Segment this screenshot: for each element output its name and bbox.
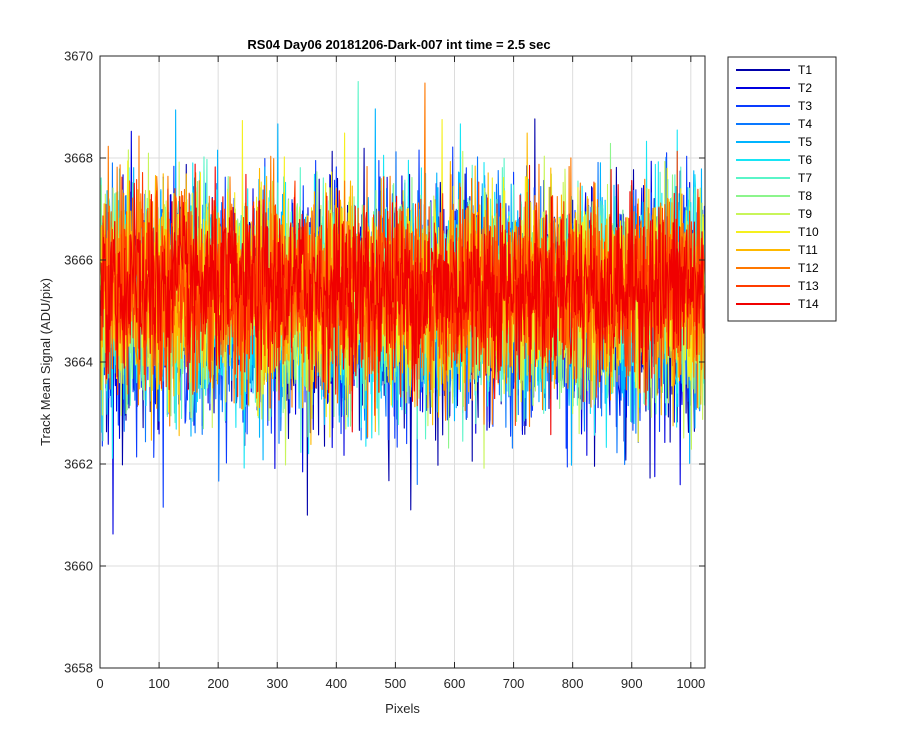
legend: T1 T2 T3 T4 T5 T6 T7 T8 T9 T10 T11 T12 T13 T14	[727, 56, 837, 322]
x-tick-label: 400	[325, 676, 347, 691]
x-tick-label: 900	[621, 676, 643, 691]
legend-label-t5: T5	[798, 135, 812, 149]
x-tick-label: 0	[96, 676, 103, 691]
y-tick-label: 3662	[64, 457, 93, 472]
legend-label-t14: T14	[798, 297, 819, 311]
x-tick-label: 200	[207, 676, 229, 691]
y-tick-label: 3666	[64, 253, 93, 268]
x-tick-label: 300	[266, 676, 288, 691]
legend-label-t9: T9	[798, 207, 812, 221]
legend-label-t3: T3	[798, 99, 812, 113]
legend-box	[727, 56, 837, 322]
x-tick-label: 600	[444, 676, 466, 691]
legend-label-t7: T7	[798, 171, 812, 185]
axis-ticks: 0 100 200 300 400 500 600 700 800 900 1000 3658 3660…	[64, 49, 705, 692]
x-axis-label: Pixels	[385, 701, 420, 716]
legend-label-t8: T8	[798, 189, 812, 203]
legend-label-t2: T2	[798, 81, 812, 95]
legend-label-t6: T6	[798, 153, 812, 167]
series-line-t14	[100, 163, 706, 436]
x-tick-label: 500	[385, 676, 407, 691]
legend-label-t11: T11	[798, 243, 818, 257]
legend-label-t13: T13	[798, 279, 819, 293]
y-axis-label: Track Mean Signal (ADU/pix)	[38, 278, 53, 446]
chart-title: RS04 Day06 20181206-Dark-007 int time = …	[247, 37, 550, 52]
y-tick-label: 3658	[64, 661, 93, 676]
x-tick-label: 700	[503, 676, 525, 691]
series-layer	[100, 80, 706, 535]
x-tick-label: 1000	[676, 676, 705, 691]
x-tick-label: 100	[148, 676, 170, 691]
y-tick-label: 3670	[64, 49, 93, 64]
y-tick-label: 3660	[64, 559, 93, 574]
legend-label-t10: T10	[798, 225, 819, 239]
legend-label-t12: T12	[798, 261, 819, 275]
y-tick-label: 3668	[64, 151, 93, 166]
legend-label-t1: T1	[798, 63, 812, 77]
legend-label-t4: T4	[798, 117, 812, 131]
y-tick-label: 3664	[64, 355, 93, 370]
x-tick-label: 800	[562, 676, 584, 691]
